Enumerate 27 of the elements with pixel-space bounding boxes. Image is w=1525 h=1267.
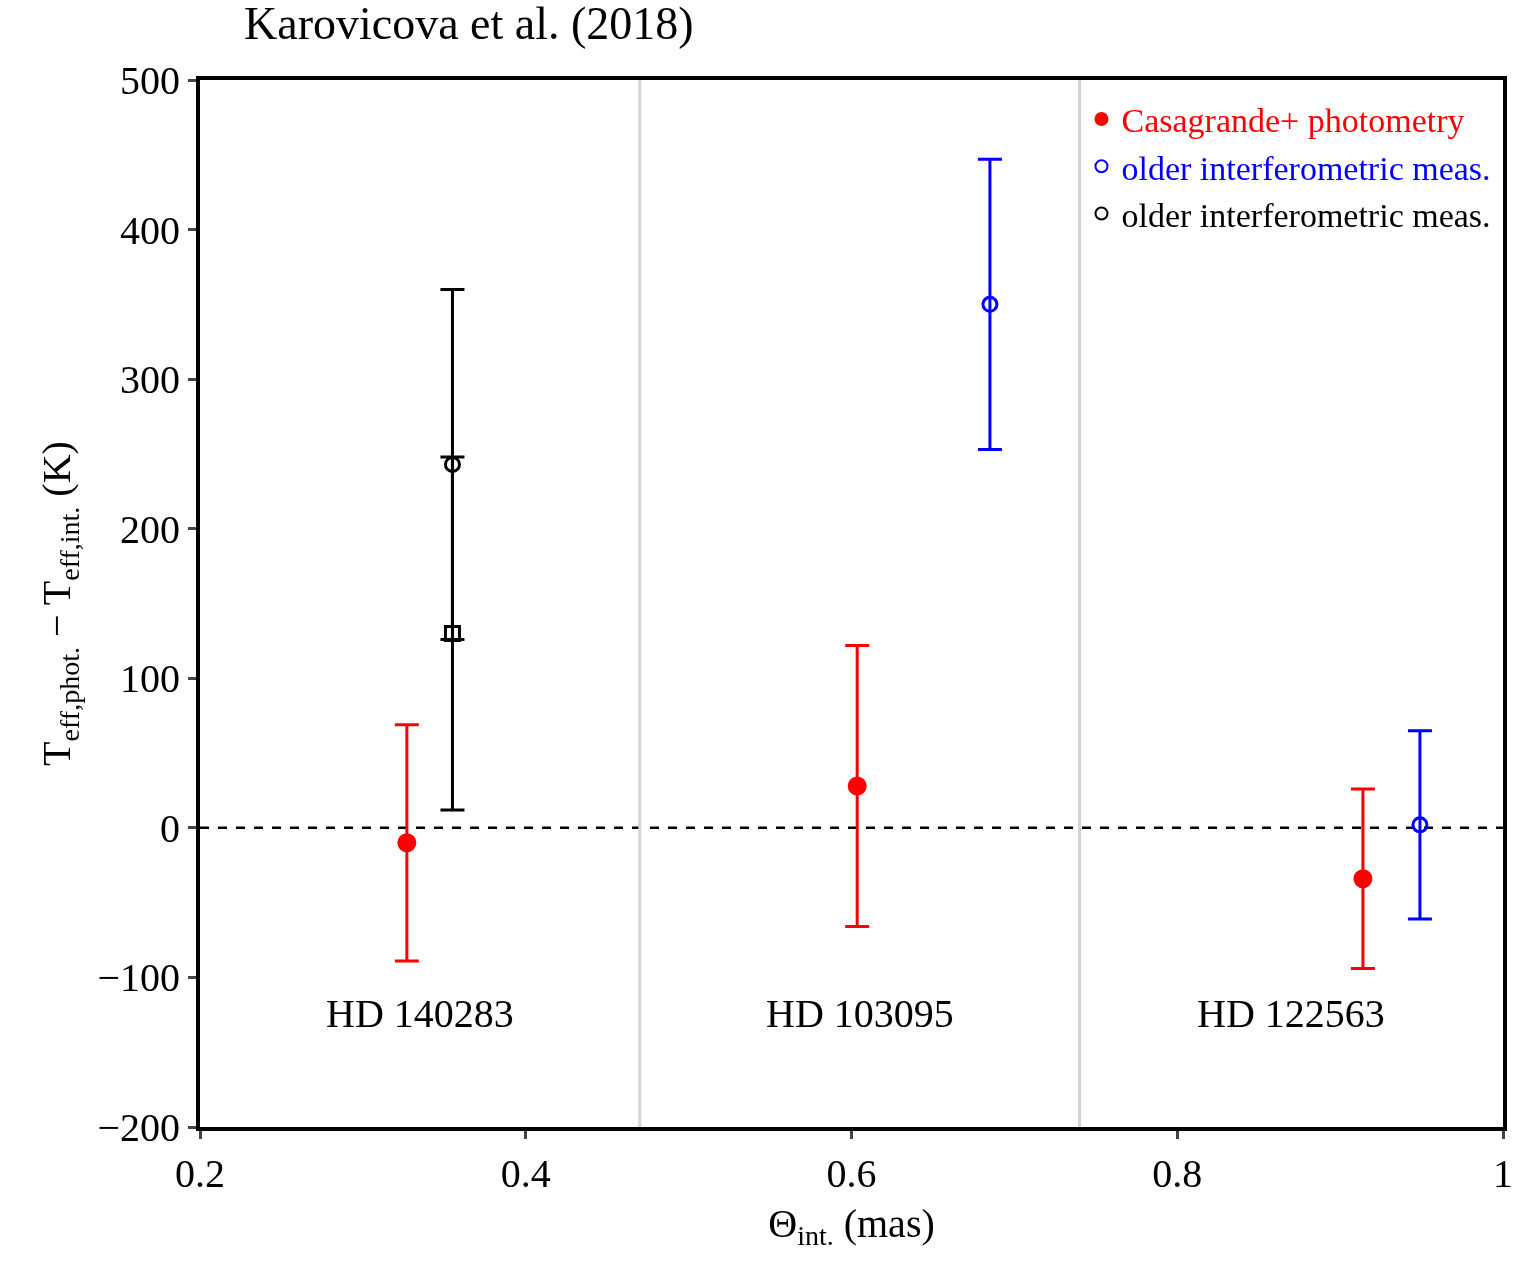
y-tick-label: 500 <box>120 58 180 103</box>
x-tick-label: 0.6 <box>826 1151 877 1196</box>
y-tick-label: −100 <box>97 955 180 1001</box>
y-tick-label: 400 <box>120 207 180 253</box>
annotation: HD 103095 <box>766 991 954 1036</box>
legend-label: older interferometric meas. <box>1121 149 1491 187</box>
y-tick-label: −200 <box>97 1105 180 1150</box>
point <box>397 833 417 853</box>
point <box>443 624 461 642</box>
legend-label: Casagrande+ photometry <box>1121 102 1465 140</box>
annotation: HD 140283 <box>326 991 514 1036</box>
annotation: HD 122563 <box>1197 991 1385 1036</box>
x-tick-label: 0.8 <box>1152 1151 1203 1196</box>
x-tick-label: 0.4 <box>500 1151 551 1196</box>
y-tick-label: 0 <box>160 805 180 851</box>
point <box>1353 869 1373 889</box>
legend-label: older interferometric meas. <box>1121 196 1491 234</box>
point <box>1411 816 1429 834</box>
x-tick-label: 0.2 <box>175 1151 225 1196</box>
y-tick-label: 300 <box>120 357 180 403</box>
x-tick-label: 1 <box>1493 1151 1513 1196</box>
point <box>981 295 999 313</box>
point <box>847 776 867 796</box>
y-tick-label: 200 <box>120 506 180 552</box>
chart-title: Karovicova et al. (2018) <box>244 0 694 49</box>
x-axis-title: Θ$_{int.}$ (mas) <box>768 1201 935 1252</box>
y-tick-label: 100 <box>120 656 180 702</box>
